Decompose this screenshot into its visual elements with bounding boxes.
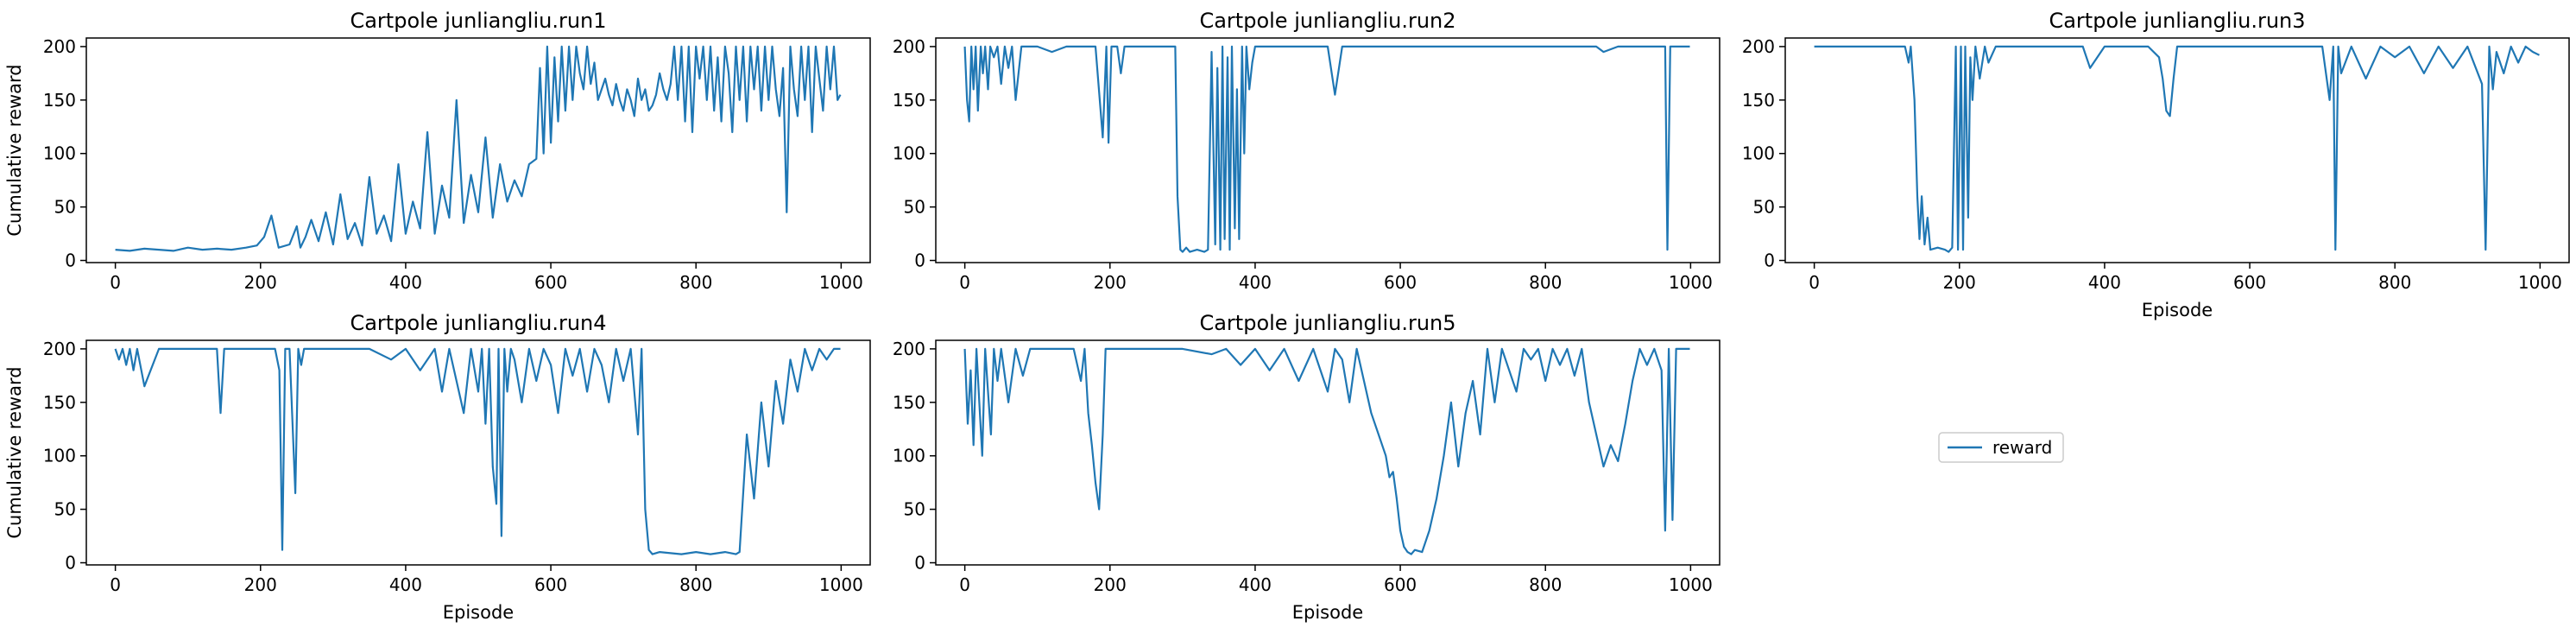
y-tick-label: 100	[43, 446, 76, 466]
y-tick-label: 150	[893, 90, 925, 111]
x-tick-label: 1000	[1669, 272, 1713, 293]
x-tick-label: 0	[110, 272, 121, 293]
x-tick-label: 800	[679, 272, 712, 293]
y-tick-label: 0	[914, 553, 925, 574]
x-axis-label: Episode	[1292, 602, 1363, 623]
x-tick-label: 0	[1809, 272, 1820, 293]
y-tick-label: 150	[1742, 90, 1775, 111]
x-tick-label: 400	[1239, 574, 1272, 595]
x-tick-label: 400	[389, 574, 422, 595]
y-tick-label: 200	[893, 339, 925, 359]
x-tick-label: 600	[534, 272, 567, 293]
x-axis-label: Episode	[2142, 300, 2213, 320]
x-tick-label: 0	[959, 574, 970, 595]
y-tick-label: 50	[904, 499, 925, 520]
x-tick-label: 1000	[2518, 272, 2562, 293]
x-tick-label: 0	[959, 272, 970, 293]
x-tick-label: 400	[389, 272, 422, 293]
x-tick-label: 200	[1094, 272, 1127, 293]
x-axis-label: Episode	[443, 602, 514, 623]
x-tick-label: 800	[1529, 272, 1562, 293]
y-tick-label: 150	[893, 392, 925, 413]
x-tick-label: 600	[1384, 574, 1417, 595]
y-axis-label: Cumulative reward	[4, 366, 25, 538]
x-tick-label: 800	[1529, 574, 1562, 595]
subplot-title: Cartpole junliangliu.run1	[350, 9, 606, 33]
x-tick-label: 1000	[819, 574, 863, 595]
x-tick-label: 1000	[819, 272, 863, 293]
y-tick-label: 50	[904, 197, 925, 218]
x-tick-label: 200	[1094, 574, 1127, 595]
x-tick-label: 1000	[1669, 574, 1713, 595]
x-tick-label: 200	[244, 574, 277, 595]
x-tick-label: 600	[1384, 272, 1417, 293]
y-tick-label: 150	[43, 392, 76, 413]
x-tick-label: 200	[1943, 272, 1976, 293]
y-tick-label: 100	[43, 143, 76, 164]
y-tick-label: 150	[43, 90, 76, 111]
subplot-title: Cartpole junliangliu.run5	[1199, 311, 1455, 335]
x-tick-label: 800	[2378, 272, 2411, 293]
y-tick-label: 50	[54, 499, 76, 520]
subplot-title: Cartpole junliangliu.run2	[1199, 9, 1455, 33]
y-tick-label: 200	[893, 36, 925, 57]
legend: reward	[1939, 433, 2063, 462]
y-axis-label: Cumulative reward	[4, 64, 25, 236]
y-tick-label: 0	[65, 250, 76, 271]
y-tick-label: 200	[43, 36, 76, 57]
x-tick-label: 800	[679, 574, 712, 595]
y-tick-label: 100	[1742, 143, 1775, 164]
subplot-title: Cartpole junliangliu.run3	[2049, 9, 2305, 33]
y-tick-label: 0	[914, 250, 925, 271]
y-tick-label: 0	[1764, 250, 1775, 271]
y-tick-label: 50	[1753, 197, 1775, 218]
x-tick-label: 200	[244, 272, 277, 293]
y-tick-label: 100	[893, 143, 925, 164]
x-tick-label: 400	[1239, 272, 1272, 293]
subplot-title: Cartpole junliangliu.run4	[350, 311, 606, 335]
y-tick-label: 50	[54, 197, 76, 218]
legend-label: reward	[1992, 437, 2052, 458]
y-tick-label: 200	[43, 339, 76, 359]
y-tick-label: 200	[1742, 36, 1775, 57]
x-tick-label: 600	[2233, 272, 2266, 293]
y-tick-label: 0	[65, 553, 76, 574]
y-tick-label: 100	[893, 446, 925, 466]
x-tick-label: 0	[110, 574, 121, 595]
x-tick-label: 400	[2088, 272, 2121, 293]
x-tick-label: 600	[534, 574, 567, 595]
